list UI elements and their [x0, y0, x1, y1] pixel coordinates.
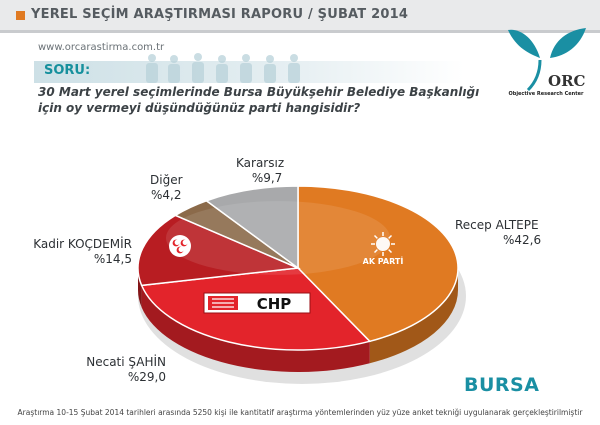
- question-text: 30 Mart yerel seçimlerinde Bursa Büyükşe…: [38, 84, 508, 116]
- label-altepe-value: %42,6: [503, 233, 542, 247]
- label-diger-name: Diğer: [150, 173, 183, 187]
- label-kocdemir-value: %14,5: [93, 252, 132, 266]
- pie-gloss: [166, 201, 390, 275]
- pie-side-0: [369, 268, 458, 364]
- question-line-1: 30 Mart yerel seçimlerinde Bursa Büyükşe…: [38, 85, 480, 99]
- label-sahin: Necati ŞAHİN %29,0: [76, 355, 166, 385]
- chp-logo-icon: CHP: [203, 292, 311, 314]
- question-label: SORU:: [44, 63, 91, 78]
- label-diger: Diğer %4,2: [150, 173, 183, 203]
- mhp-logo-icon: [169, 235, 191, 257]
- logo-caption: Objective Research Center: [508, 91, 584, 97]
- people-silhouettes-icon: [146, 53, 300, 83]
- label-kararsiz-name: Kararsız: [236, 156, 285, 170]
- pie-slice-4: [204, 185, 299, 270]
- label-diger-value: %4,2: [151, 188, 182, 202]
- orc-logo-icon: ORC: [508, 28, 586, 92]
- label-kararsiz: Kararsız %9,7: [236, 156, 284, 186]
- label-kararsiz-value: %9,7: [251, 171, 283, 185]
- pie-slice-0: [297, 185, 459, 343]
- pie-slice-2: [137, 214, 301, 287]
- ak-parti-text: AK PARTİ: [363, 256, 404, 266]
- label-altepe-name: Recep ALTEPE: [455, 218, 539, 232]
- label-kocdemir: Kadir KOÇDEMİR %14,5: [26, 237, 132, 267]
- report-title: YEREL SEÇİM ARAŞTIRMASI RAPORU / ŞUBAT 2…: [31, 7, 409, 22]
- ak-parti-logo-icon: AK PARTİ: [363, 232, 404, 266]
- chp-text: CHP: [257, 295, 292, 313]
- header-divider: [0, 30, 600, 33]
- label-sahin-name: Necati ŞAHİN: [86, 355, 166, 369]
- website-url: www.orcarastirma.com.tr: [38, 42, 165, 53]
- header-bar: [0, 0, 600, 30]
- question-line-2: için oy vermeyi düşündüğünüz parti hangi…: [38, 101, 361, 115]
- footer-note: Araştırma 10-15 Şubat 2014 tarihleri ara…: [17, 408, 583, 417]
- label-kocdemir-name: Kadir KOÇDEMİR: [33, 237, 132, 251]
- header-bullet-icon: [16, 11, 25, 20]
- logo-text: ORC: [548, 72, 586, 90]
- region-label: BURSA: [464, 374, 540, 396]
- label-altepe: Recep ALTEPE %42,6: [455, 218, 541, 248]
- label-sahin-value: %29,0: [127, 370, 166, 384]
